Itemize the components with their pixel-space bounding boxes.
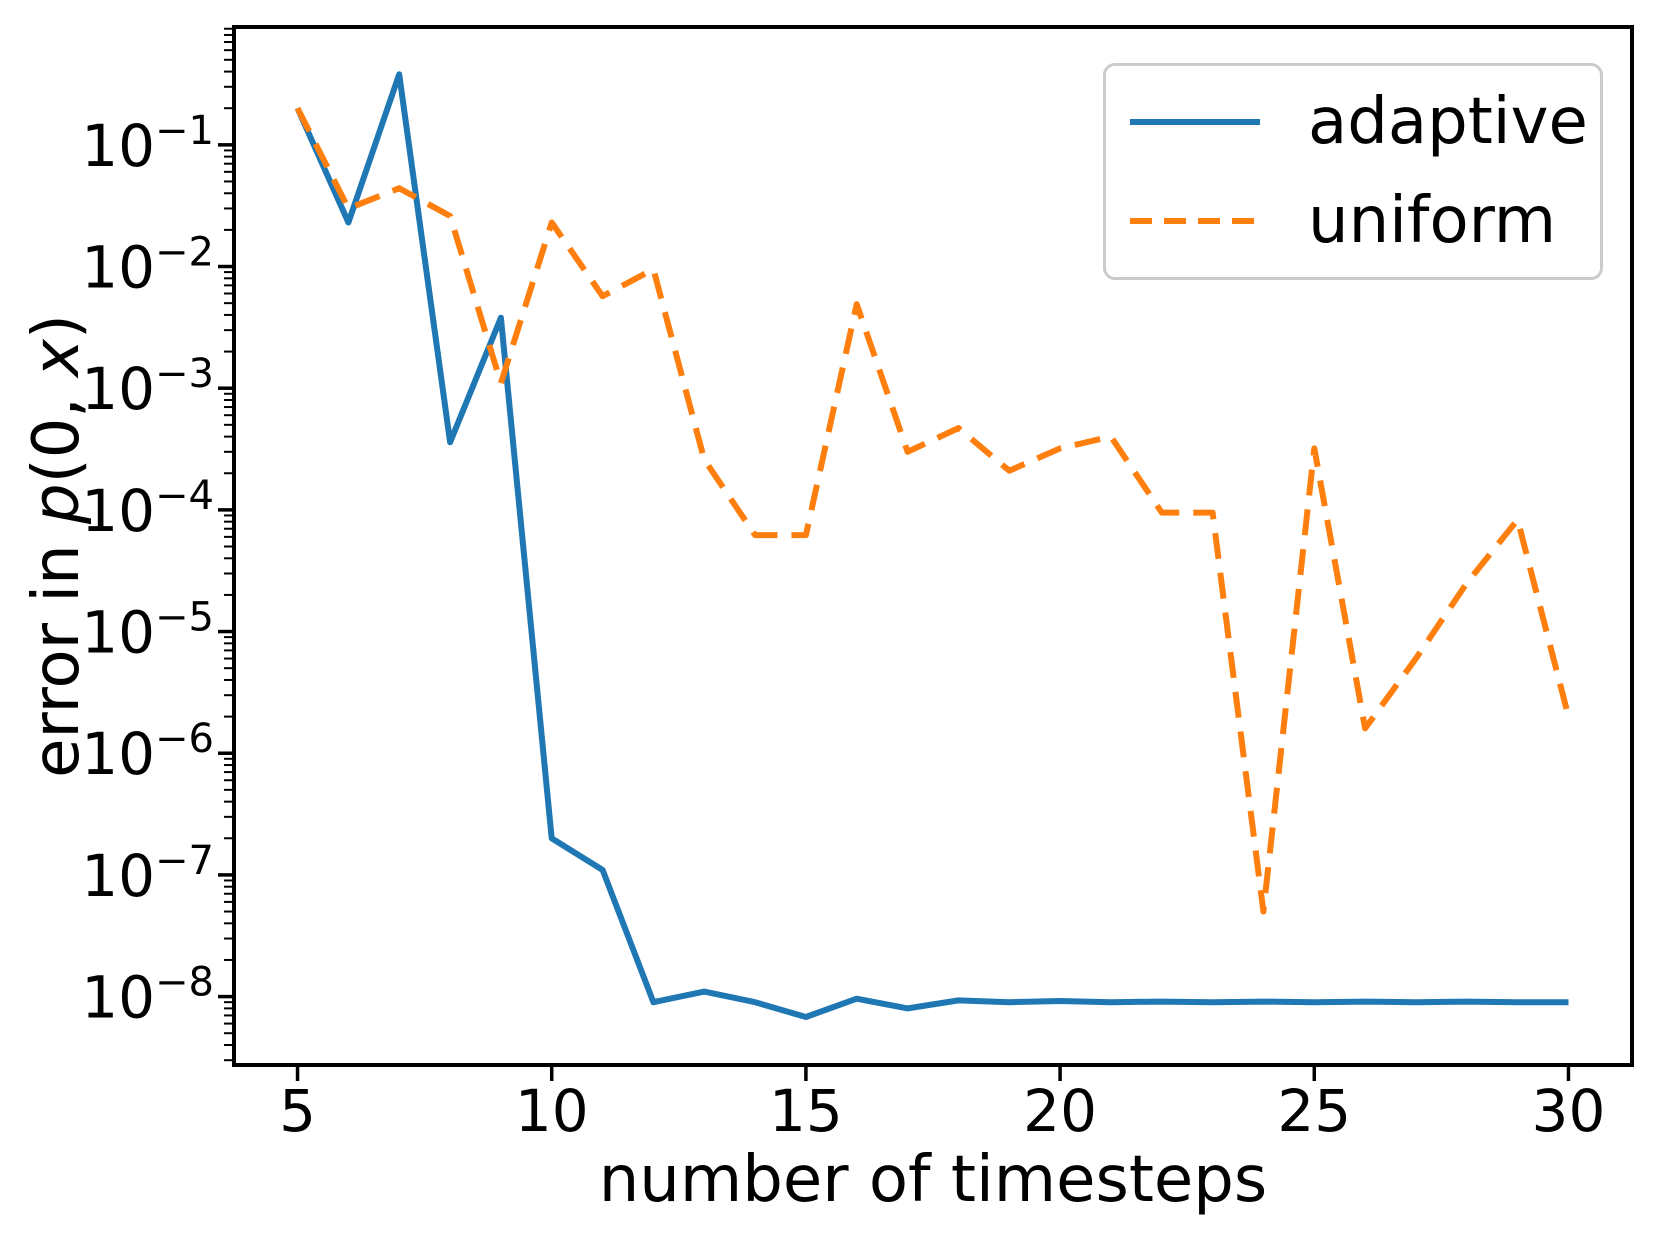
plot-border: [232, 25, 1634, 1067]
legend-item-adaptive: adaptive: [1128, 73, 1588, 172]
y-tick-label: 10−1: [81, 108, 214, 180]
y-tick-label: 10−4: [81, 473, 214, 545]
y-tick-label: 10−7: [81, 838, 214, 910]
y-axis-title-segment: ): [20, 314, 94, 340]
y-tick-label: 10−5: [81, 595, 214, 667]
y-tick-label: 10−6: [81, 716, 214, 788]
y-axis-title-math-segment: p: [20, 483, 94, 524]
y-axis-title-math-segment: x: [20, 339, 94, 377]
legend: adaptive uniform: [1103, 63, 1603, 280]
y-tick-label: 10−8: [81, 960, 214, 1032]
series-line-adaptive: [294, 71, 1569, 1020]
x-tick-label: 25: [1277, 1077, 1351, 1145]
x-axis-title: number of timesteps: [598, 1143, 1268, 1217]
x-tick-label: 30: [1532, 1077, 1606, 1145]
x-tick-label: 20: [1023, 1077, 1097, 1145]
y-axis-title: error in p(0, x): [17, 266, 97, 826]
legend-label: adaptive: [1308, 85, 1588, 159]
y-tick-label: 10−2: [81, 230, 214, 302]
legend-line-sample-dashed: [1130, 218, 1260, 224]
y-axis-title-segment: (0,: [20, 376, 94, 484]
x-tick-label: 15: [769, 1077, 843, 1145]
x-tick-label: 10: [515, 1077, 589, 1145]
legend-label: uniform: [1308, 184, 1557, 258]
y-tick-label: 10−3: [81, 351, 214, 423]
legend-item-uniform: uniform: [1128, 172, 1578, 271]
legend-line-sample-solid: [1130, 119, 1260, 125]
x-tick-label: 5: [279, 1077, 316, 1145]
series-line-uniform: [294, 106, 1572, 915]
y-axis-title-segment: error in: [20, 523, 94, 778]
